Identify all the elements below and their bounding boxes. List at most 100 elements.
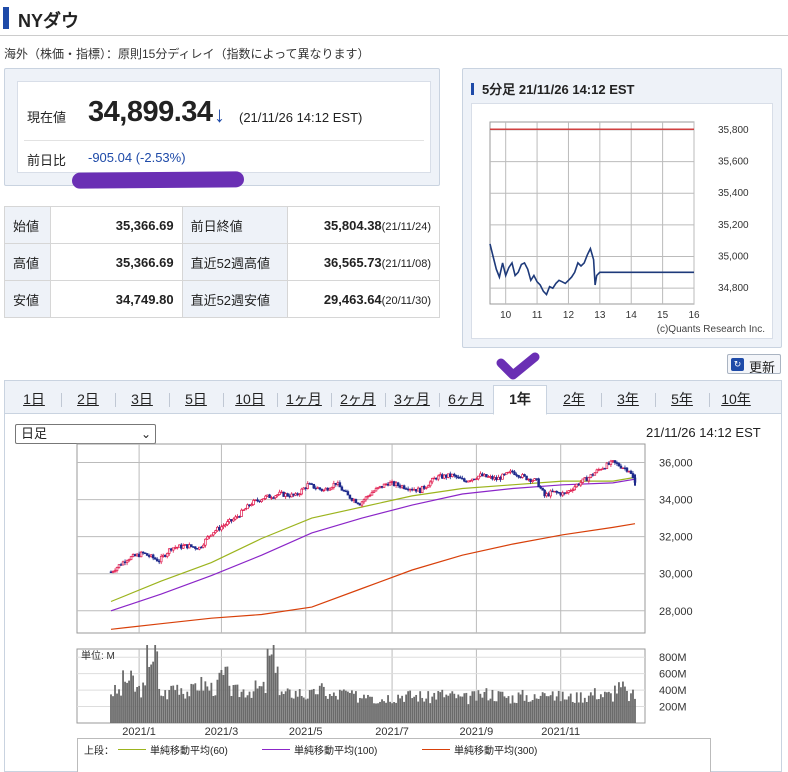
- candle: [617, 462, 621, 467]
- volume-bar: [272, 645, 275, 723]
- legend-label: 単純移動平均(300): [454, 746, 538, 757]
- chevron-down-icon: ⌄: [140, 427, 151, 441]
- tab-13[interactable]: 5年: [671, 391, 693, 407]
- candle: [453, 472, 456, 478]
- tab-10[interactable]: 1年: [493, 385, 547, 415]
- tab-9[interactable]: 6ヶ月: [448, 391, 484, 407]
- candle: [238, 515, 241, 518]
- tab-11[interactable]: 2年: [563, 391, 585, 407]
- volume-bar: [395, 702, 397, 723]
- tab-separator: [277, 393, 278, 407]
- volume-bar: [487, 700, 490, 723]
- candle: [571, 487, 575, 493]
- tab-separator: [223, 393, 224, 407]
- candle: [252, 498, 255, 506]
- candle: [348, 494, 352, 500]
- volume-bar: [314, 694, 317, 723]
- candle: [503, 473, 506, 476]
- tab-5[interactable]: 10日: [235, 391, 265, 407]
- volume-bar: [616, 693, 618, 723]
- tab-1[interactable]: 1日: [23, 391, 45, 407]
- tab-7[interactable]: 2ヶ月: [340, 391, 376, 407]
- candle: [467, 480, 470, 483]
- candle: [300, 487, 303, 496]
- volume-bar: [359, 697, 361, 723]
- candle: [579, 479, 583, 488]
- volume-bar: [537, 698, 540, 723]
- candle: [338, 480, 342, 488]
- plot-area: [489, 121, 695, 305]
- legend-swatch: [422, 749, 450, 750]
- volume-bar: [547, 696, 550, 723]
- volume-bar: [557, 690, 560, 723]
- volume-bar: [276, 666, 279, 723]
- volume-bar: [208, 690, 211, 723]
- volume-bar: [593, 688, 596, 723]
- volume-bar: [264, 693, 267, 723]
- volume-bar: [377, 703, 379, 723]
- candle: [565, 490, 568, 495]
- volume-bar: [132, 675, 134, 723]
- candle: [543, 489, 546, 498]
- x-tick-label: 2021/5: [289, 726, 323, 738]
- volume-bar: [324, 695, 327, 723]
- tab-8[interactable]: 3ヶ月: [394, 391, 430, 407]
- volume-bar: [182, 693, 185, 723]
- candle: [382, 483, 386, 488]
- legend-label: 単純移動平均(60): [150, 746, 228, 757]
- current-price-label: 現在値: [27, 110, 67, 125]
- volume-bar: [447, 695, 450, 723]
- legend-swatch: [118, 749, 146, 750]
- volume-bar: [367, 694, 369, 723]
- candle: [501, 473, 504, 480]
- volume-bar: [216, 679, 219, 723]
- period-select[interactable]: 日足 ⌄: [15, 424, 156, 444]
- volume-bar: [312, 688, 315, 723]
- candle: [505, 472, 508, 475]
- x-tick-label: 14: [626, 310, 638, 321]
- legend-item: 単純移動平均(100): [262, 742, 377, 757]
- candle: [455, 474, 458, 480]
- tab-2[interactable]: 2日: [77, 391, 99, 407]
- candle: [340, 485, 344, 491]
- volume-bar: [431, 696, 434, 723]
- tab-3[interactable]: 3日: [131, 391, 153, 407]
- candle: [278, 489, 281, 496]
- volume-bar: [573, 702, 576, 723]
- volume-bar: [523, 700, 526, 723]
- volume-bar: [326, 698, 329, 723]
- stats-label-text: 始値: [13, 218, 40, 234]
- y-tick-label: 32,000: [659, 532, 693, 544]
- volume-bar: [539, 695, 542, 723]
- tab-4[interactable]: 5日: [185, 391, 207, 407]
- tab-12[interactable]: 3年: [617, 391, 639, 407]
- candle: [312, 483, 316, 489]
- volume-bar: [320, 683, 323, 723]
- candle: [443, 474, 446, 480]
- volume-bar: [363, 694, 365, 723]
- volume-bar: [200, 676, 203, 723]
- volume-bar: [571, 701, 574, 723]
- candle: [523, 473, 526, 477]
- volume-bar: [597, 699, 600, 723]
- volume-bar: [437, 691, 440, 723]
- volume-bar: [128, 680, 130, 723]
- candle: [525, 475, 528, 481]
- volume-bar: [411, 698, 414, 723]
- candle: [605, 461, 609, 469]
- volume-bar: [118, 689, 120, 723]
- tab-14[interactable]: 10年: [721, 391, 751, 407]
- y-tick-label: 34,000: [659, 495, 693, 507]
- volume-bar: [441, 689, 444, 723]
- update-button[interactable]: ↻ 更新: [727, 354, 781, 375]
- volume-bar: [605, 692, 608, 723]
- tab-separator: [709, 393, 710, 407]
- tab-6[interactable]: 1ヶ月: [286, 391, 322, 407]
- volume-bar: [497, 691, 500, 723]
- candle: [145, 553, 149, 556]
- intraday-title-text: 5分足 21/11/26 14:12 EST: [482, 82, 635, 97]
- volume-bar: [347, 691, 349, 723]
- volume-bar: [308, 690, 311, 723]
- summary-separator: [24, 140, 424, 141]
- volume-bar: [248, 691, 251, 723]
